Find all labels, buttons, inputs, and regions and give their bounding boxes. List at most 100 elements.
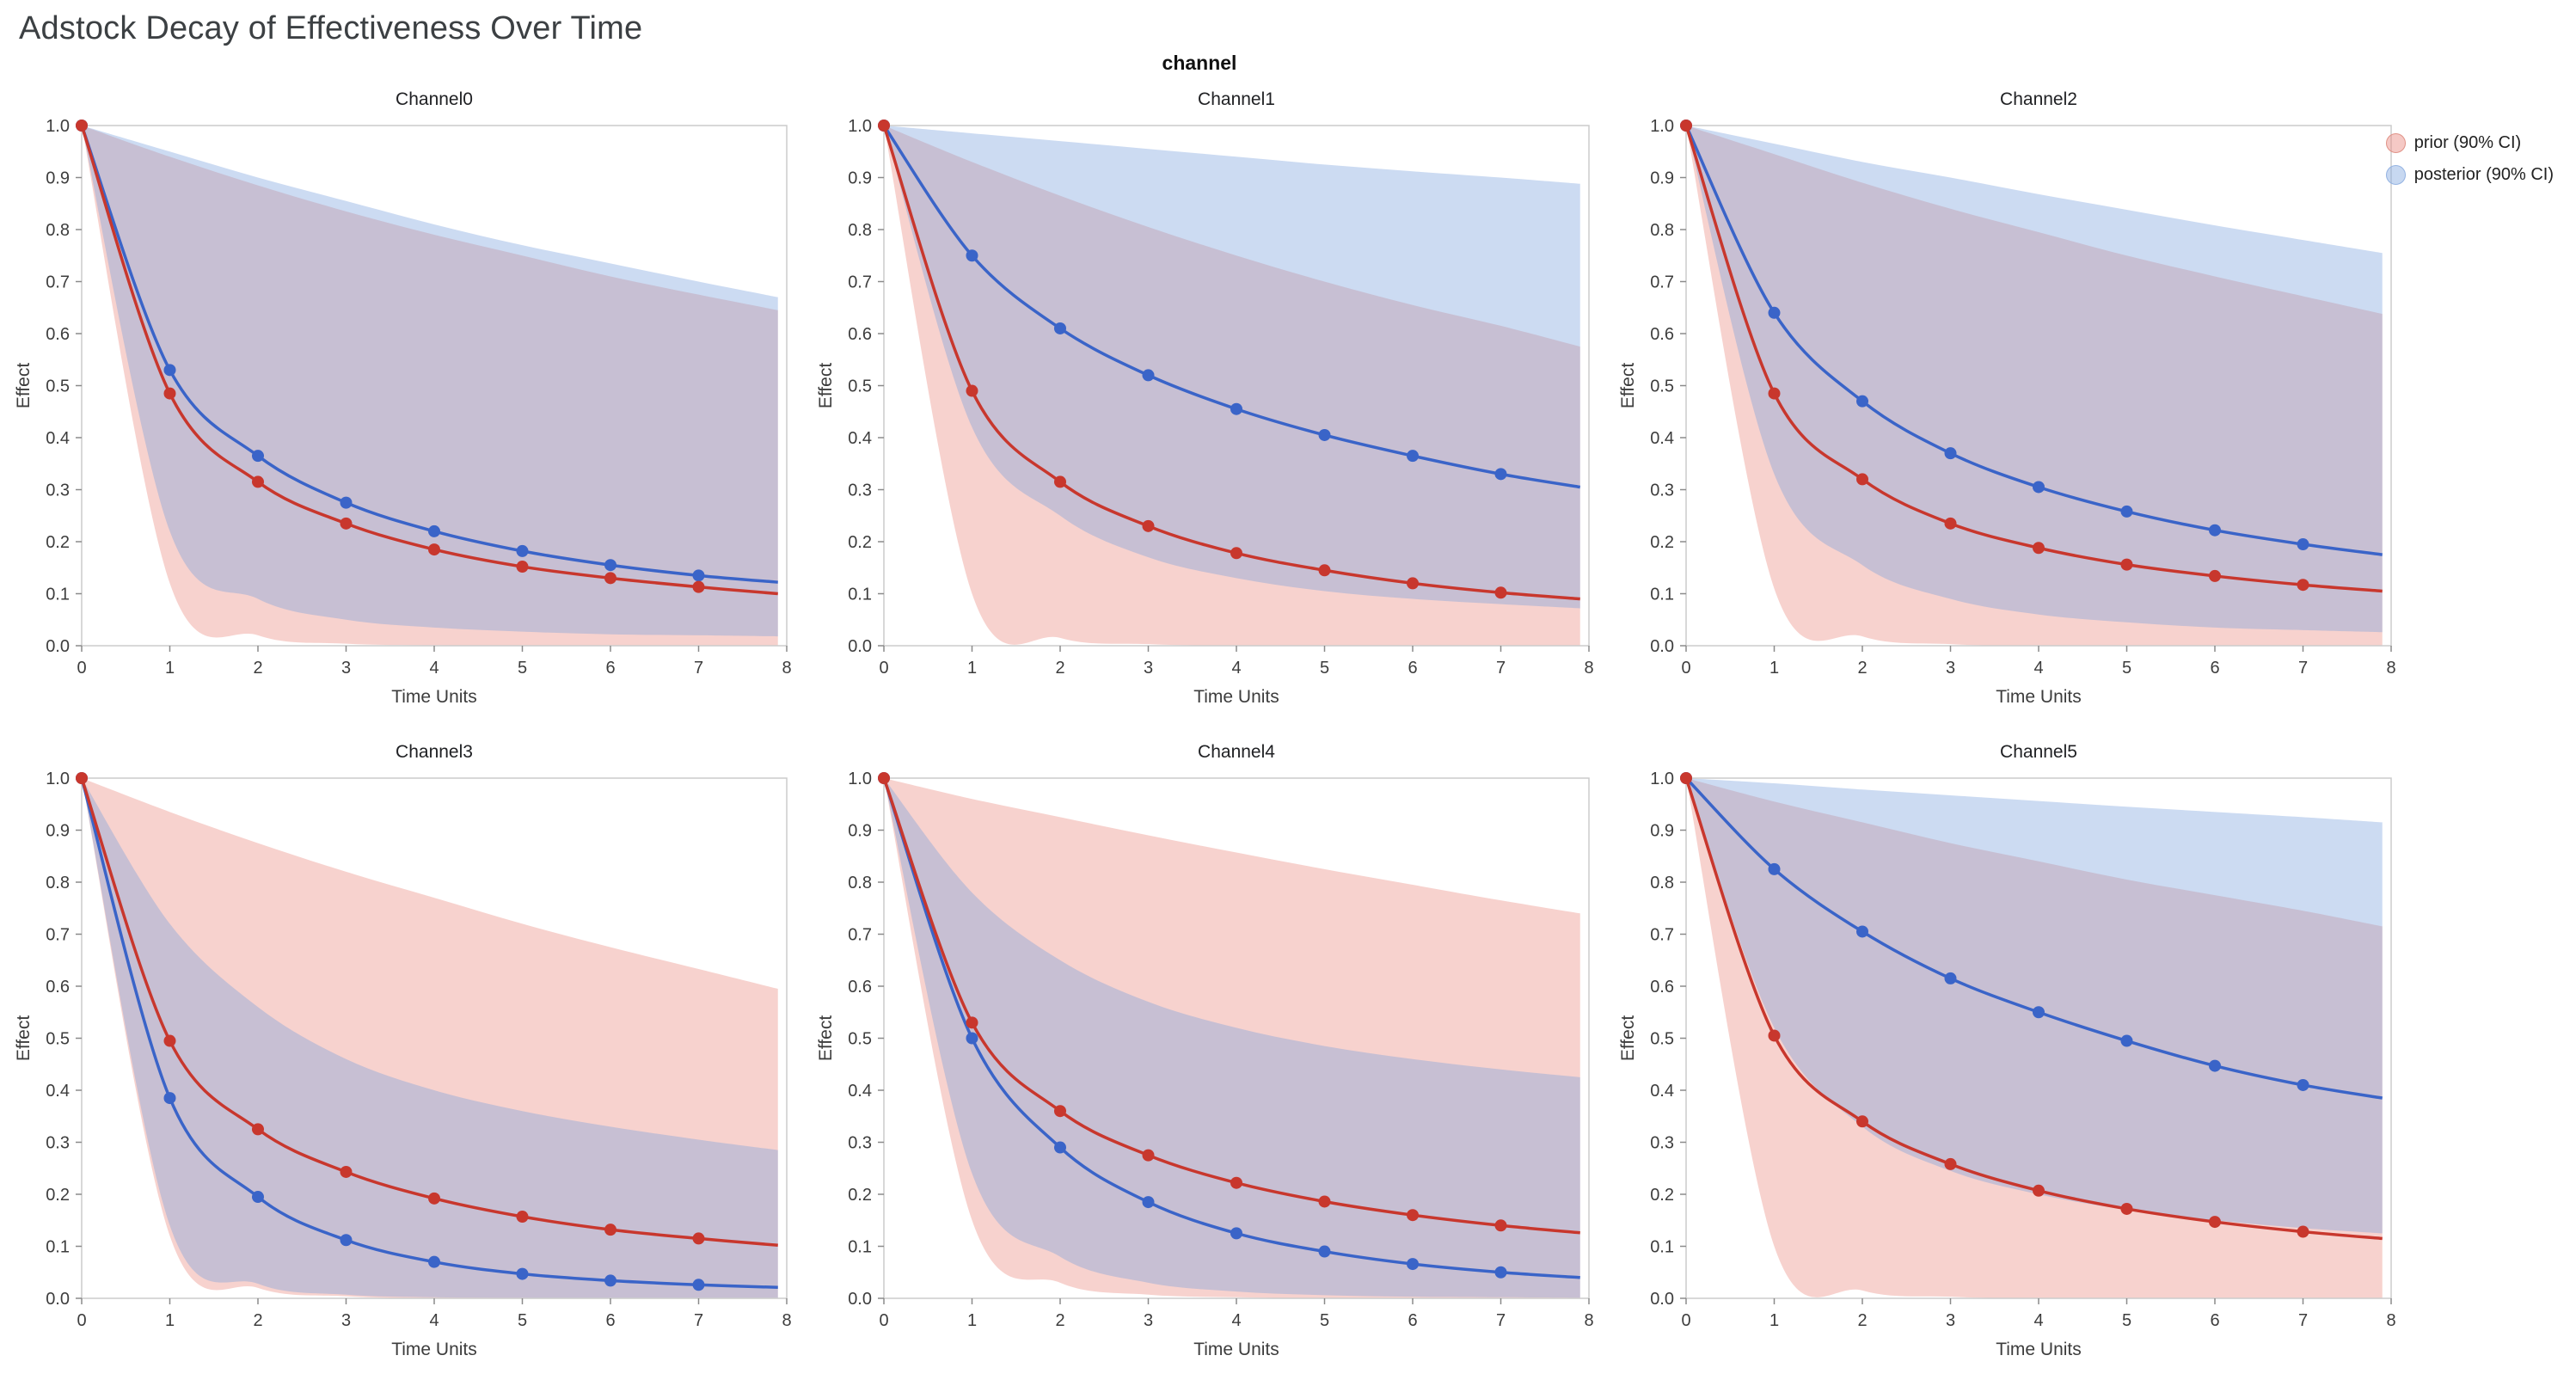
svg-text:7: 7: [2298, 659, 2308, 678]
svg-text:0.5: 0.5: [848, 1030, 872, 1049]
x-axis-label: Time Units: [1996, 1340, 2082, 1359]
x-axis-label: Time Units: [1996, 687, 2082, 707]
svg-text:0.8: 0.8: [1650, 221, 1674, 240]
subplot-channel1: 0 1 2 3 4 5 6 7 8 0.0 0.1 0.2 0.3 0.4 0.5 0.6 0.7 0.8 0.9 1…: [811, 83, 1613, 723]
svg-text:0.9: 0.9: [46, 822, 70, 841]
svg-text:0.7: 0.7: [848, 273, 872, 292]
svg-text:0.8: 0.8: [1650, 874, 1674, 892]
axis-ticks: 0 1 2 3 4 5 6 7 8 0.0 0.1 0.2 0.3 0.4 0.5 0.6 0.7 0.8 0.9 1…: [46, 770, 791, 1330]
svg-text:0.0: 0.0: [46, 1290, 70, 1309]
svg-text:3: 3: [1946, 659, 1955, 678]
svg-text:1.0: 1.0: [1650, 117, 1674, 136]
svg-text:1: 1: [165, 659, 175, 678]
svg-text:0.5: 0.5: [46, 377, 70, 396]
svg-text:0.1: 0.1: [1650, 586, 1674, 604]
prior-ci-band: [884, 778, 1580, 1298]
subplot-channel3: 0 1 2 3 4 5 6 7 8 0.0 0.1 0.2 0.3 0.4 0.5 0.6 0.7 0.8 0.9 1…: [9, 735, 811, 1376]
axis-ticks: 0 1 2 3 4 5 6 7 8 0.0 0.1 0.2 0.3 0.4 0.5 0.6 0.7 0.8 0.9 1…: [46, 117, 791, 678]
ci-bands: [1686, 778, 2383, 1298]
svg-text:0.0: 0.0: [1650, 637, 1674, 656]
svg-text:0.1: 0.1: [1650, 1238, 1674, 1257]
mean-lines: [76, 120, 778, 596]
svg-text:0.0: 0.0: [848, 637, 872, 656]
x-axis-label: Time Units: [1193, 687, 1279, 707]
legend-item-prior: prior (90% CI): [2385, 133, 2554, 153]
svg-text:2: 2: [1055, 659, 1064, 678]
svg-text:0: 0: [879, 659, 888, 678]
svg-text:0.9: 0.9: [1650, 169, 1674, 188]
svg-text:0.0: 0.0: [848, 1290, 872, 1309]
svg-text:8: 8: [2386, 1311, 2395, 1330]
svg-text:1: 1: [165, 1311, 175, 1330]
posterior-ci-swatch: [2385, 165, 2406, 185]
legend: prior (90% CI) posterior (90% CI): [2385, 133, 2554, 185]
svg-text:1.0: 1.0: [46, 770, 70, 788]
mean-lines: [878, 772, 1580, 1279]
facet-label: channel: [1162, 52, 1237, 74]
svg-text:0.8: 0.8: [848, 874, 872, 892]
x-axis-label: Time Units: [1193, 1340, 1279, 1359]
posterior-ci-band: [82, 126, 778, 637]
chart-canvas: 0 1 2 3 4 5 6 7 8 0.0 0.1 0.2 0.3 0.4 0.5 0.6 0.7 0.8 0.9 1…: [1618, 89, 2396, 707]
svg-text:0: 0: [1681, 1311, 1690, 1330]
svg-text:0.6: 0.6: [848, 325, 872, 344]
svg-text:0.4: 0.4: [848, 429, 872, 448]
svg-text:8: 8: [1584, 659, 1593, 678]
axis-ticks: 0 1 2 3 4 5 6 7 8 0.0 0.1 0.2 0.3 0.4 0.5 0.6 0.7 0.8 0.9 1…: [848, 770, 1593, 1330]
svg-text:0.6: 0.6: [1650, 325, 1674, 344]
subplot-title: Channel5: [2000, 742, 2077, 762]
svg-text:7: 7: [2298, 1311, 2308, 1330]
svg-text:0.1: 0.1: [46, 586, 70, 604]
svg-text:0.5: 0.5: [46, 1030, 70, 1049]
subplot-title: Channel2: [2000, 89, 2077, 109]
legend-item-posterior: posterior (90% CI): [2385, 165, 2554, 185]
svg-text:0.2: 0.2: [46, 533, 70, 552]
svg-text:4: 4: [429, 1311, 439, 1330]
svg-text:1.0: 1.0: [848, 117, 872, 136]
y-axis-label: Effect: [14, 1015, 34, 1061]
subplot-title: Channel1: [1198, 89, 1275, 109]
svg-text:0.0: 0.0: [46, 637, 70, 656]
svg-text:0.6: 0.6: [1650, 978, 1674, 997]
svg-text:0.9: 0.9: [848, 822, 872, 841]
svg-text:0.1: 0.1: [848, 1238, 872, 1257]
svg-text:0.7: 0.7: [1650, 273, 1674, 292]
svg-text:3: 3: [1946, 1311, 1955, 1330]
svg-text:4: 4: [2033, 659, 2043, 678]
svg-text:4: 4: [429, 659, 439, 678]
chart-canvas: 0 1 2 3 4 5 6 7 8 0.0 0.1 0.2 0.3 0.4 0.5 0.6 0.7 0.8 0.9 1…: [14, 89, 792, 707]
svg-text:0.3: 0.3: [46, 1134, 70, 1153]
posterior-ci-band: [884, 778, 1580, 1298]
svg-text:8: 8: [1584, 1311, 1593, 1330]
svg-text:0.6: 0.6: [46, 978, 70, 997]
svg-text:2: 2: [1055, 1311, 1064, 1330]
prior-ci-band: [82, 778, 778, 1298]
legend-label-posterior: posterior (90% CI): [2413, 165, 2554, 184]
svg-text:0.7: 0.7: [46, 273, 70, 292]
legend-label-prior: prior (90% CI): [2413, 133, 2522, 152]
svg-text:0.8: 0.8: [46, 874, 70, 892]
mean-lines: [1680, 772, 2383, 1241]
y-axis-label: Effect: [14, 363, 34, 408]
mean-lines: [1680, 120, 2383, 593]
subplot-title: Channel0: [396, 89, 473, 109]
mean-lines: [76, 772, 778, 1291]
svg-text:0.2: 0.2: [1650, 533, 1674, 552]
svg-text:3: 3: [341, 659, 351, 678]
svg-text:0.2: 0.2: [848, 1186, 872, 1205]
y-axis-label: Effect: [1618, 363, 1638, 408]
svg-text:5: 5: [518, 659, 527, 678]
axis-ticks: 0 1 2 3 4 5 6 7 8 0.0 0.1 0.2 0.3 0.4 0.5 0.6 0.7 0.8 0.9 1…: [848, 117, 1593, 678]
ci-bands: [1686, 126, 2383, 646]
subplot-title: Channel3: [396, 742, 473, 762]
svg-text:0.6: 0.6: [848, 978, 872, 997]
chart-canvas: 0 1 2 3 4 5 6 7 8 0.0 0.1 0.2 0.3 0.4 0.5 0.6 0.7 0.8 0.9 1…: [816, 89, 1594, 707]
y-axis-label: Effect: [1618, 1015, 1638, 1061]
prior-ci-band: [1686, 126, 2383, 646]
svg-text:6: 6: [1408, 1311, 1417, 1330]
svg-text:0.2: 0.2: [46, 1186, 70, 1205]
svg-text:0.8: 0.8: [46, 221, 70, 240]
svg-text:0.3: 0.3: [46, 481, 70, 500]
svg-text:2: 2: [1857, 659, 1867, 678]
svg-text:0.9: 0.9: [848, 169, 872, 188]
